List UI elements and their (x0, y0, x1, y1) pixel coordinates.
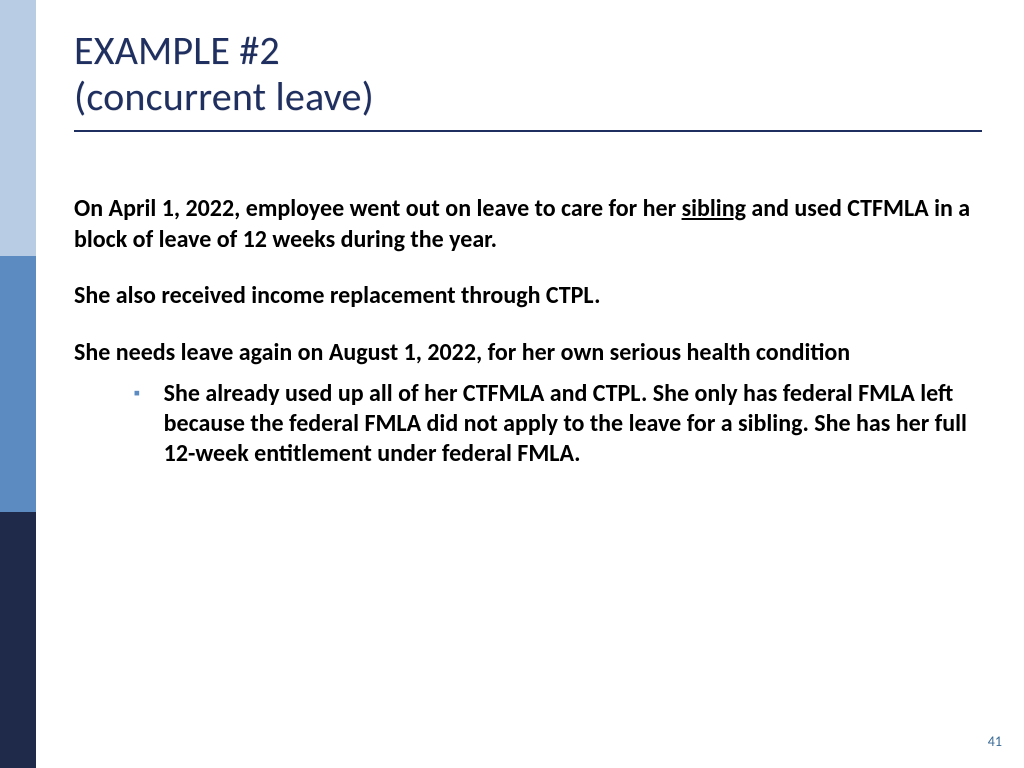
bullet-marker-icon: ▪ (134, 379, 140, 409)
slide-title: EXAMPLE #2 (concurrent leave) (74, 28, 982, 120)
paragraph-1-pre: On April 1, 2022, employee went out on l… (74, 194, 682, 223)
side-stripe-bottom (0, 512, 36, 768)
bullet-item-1: ▪ She already used up all of her CTFMLA … (74, 379, 982, 469)
title-line-2: (concurrent leave) (74, 72, 374, 121)
title-underline-rule (74, 130, 982, 132)
side-stripe-top (0, 0, 36, 256)
side-stripe-middle (0, 256, 36, 512)
body-block: On April 1, 2022, employee went out on l… (74, 194, 982, 469)
paragraph-1: On April 1, 2022, employee went out on l… (74, 194, 982, 255)
paragraph-3: She needs leave again on August 1, 2022,… (74, 338, 982, 369)
page-number: 41 (988, 733, 1002, 750)
bullet-text-1: She already used up all of her CTFMLA an… (164, 379, 972, 469)
title-line-1: EXAMPLE #2 (74, 26, 280, 75)
paragraph-1-underlined: sibling (682, 194, 746, 223)
slide-content: EXAMPLE #2 (concurrent leave) On April 1… (36, 0, 1024, 768)
paragraph-2: She also received income replacement thr… (74, 281, 982, 312)
